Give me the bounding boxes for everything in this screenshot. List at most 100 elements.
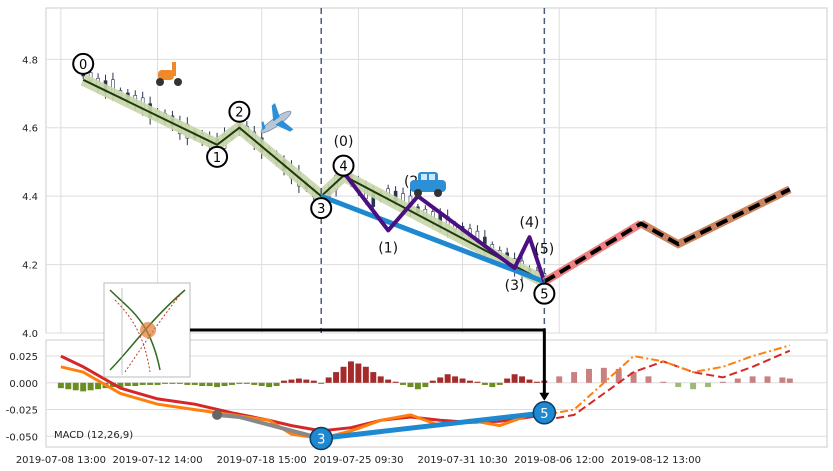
thumbnail-curve xyxy=(109,289,161,371)
macd-histogram-bar xyxy=(414,382,421,390)
macd-histogram-bar xyxy=(660,381,667,383)
macd-histogram-bar xyxy=(154,382,161,385)
macd-histogram-bar xyxy=(206,382,213,387)
macd-histogram-bar xyxy=(705,382,711,388)
macd-histogram-bar xyxy=(191,382,198,385)
wave-label-circle xyxy=(206,145,229,168)
macd-histogram-bar xyxy=(72,382,79,391)
macd-histogram-bar xyxy=(199,382,206,387)
macd-histogram-bar xyxy=(80,382,87,392)
macd-histogram-bar xyxy=(556,376,563,383)
macd-histogram-bar xyxy=(444,374,451,383)
thumbnail-blob xyxy=(140,322,156,338)
price-tick-label: 4.2 xyxy=(22,261,38,272)
macd-point-label: 3 xyxy=(317,432,325,447)
macd-histogram-bar xyxy=(243,382,250,384)
macd-histogram-bar xyxy=(258,382,265,387)
macd-point-circle xyxy=(532,401,557,425)
macd-histogram-bar xyxy=(362,366,369,383)
macd-histogram-bar xyxy=(496,382,503,385)
wave-label: 4 xyxy=(339,160,347,175)
macd-histogram-bar xyxy=(466,380,473,383)
macd-histogram-bar xyxy=(519,376,526,383)
wave-label-circle xyxy=(332,154,355,177)
macd-histogram-bar xyxy=(65,382,72,390)
subwave-label: (1) xyxy=(378,240,398,256)
macd-histogram-bar xyxy=(87,382,94,391)
wave-label-circle xyxy=(72,52,95,75)
airplane-icon xyxy=(260,103,294,134)
macd-label: MACD (12,26,9) xyxy=(54,430,133,441)
macd-histogram-bar xyxy=(571,372,578,383)
macd-histogram-bar xyxy=(407,382,414,388)
macd-histogram-bar xyxy=(273,382,280,387)
macd-histogram-bar xyxy=(221,382,228,387)
macd-projection xyxy=(544,344,791,416)
macd-tick-label: -0.025 xyxy=(6,406,38,417)
macd-histogram-bar xyxy=(303,379,310,383)
overlay xyxy=(103,282,550,401)
macd-histogram-bar xyxy=(251,382,258,385)
price-tick-label: 4.6 xyxy=(22,124,38,135)
macd-histogram-bar xyxy=(719,381,726,383)
macd-histogram-bar xyxy=(600,367,607,383)
subwave-line xyxy=(341,170,547,283)
macd-histogram-bar xyxy=(162,382,168,384)
wave-label: 5 xyxy=(540,288,548,303)
macd-tick-label: 0.025 xyxy=(9,352,38,363)
thumbnail-inset xyxy=(103,282,191,378)
x-tick-label: 2019-08-06 12:00 xyxy=(514,455,604,466)
connector-arrow xyxy=(539,392,550,401)
macd-histogram-bar xyxy=(57,382,64,389)
wave-label: 2 xyxy=(235,106,243,121)
macd-histogram-bar xyxy=(228,382,235,385)
macd-point-circle xyxy=(309,426,333,451)
macd-histogram-bar xyxy=(429,380,436,383)
macd-histogram-bar xyxy=(734,378,741,383)
x-tick-label: 2019-07-31 10:30 xyxy=(417,455,507,466)
macd-histogram-bar xyxy=(325,377,332,383)
macd-histogram-bar xyxy=(288,379,295,383)
macd-histogram-bar xyxy=(132,382,139,387)
wave-label-circle xyxy=(533,282,556,305)
macd-histogram-bar xyxy=(481,382,488,385)
macd-histogram-bar xyxy=(169,382,176,384)
macd-histogram-bar xyxy=(124,382,131,387)
macd-histogram-bar xyxy=(333,372,340,383)
macd-histogram-bar xyxy=(526,379,533,383)
wave-label: 1 xyxy=(213,151,221,166)
wave-label-circle xyxy=(310,197,333,220)
macd-histogram-bar xyxy=(452,376,459,383)
macd-histogram-bar xyxy=(489,382,496,388)
trend-line xyxy=(320,193,546,285)
macd-tick-label: -0.050 xyxy=(6,432,38,443)
macd-histogram-bar xyxy=(586,368,592,383)
macd-grey-line xyxy=(216,412,322,441)
subwave-label: (0) xyxy=(334,134,354,150)
macd-histogram-bar xyxy=(355,363,362,383)
macd-histogram-bar xyxy=(400,382,407,385)
macd-tick-label: 0.000 xyxy=(9,379,38,390)
subwave-label: (3) xyxy=(505,278,525,294)
x-tick-label: 2019-07-12 14:00 xyxy=(113,455,203,466)
macd-histogram-bar xyxy=(236,382,243,384)
macd-histogram-bar xyxy=(645,376,652,383)
projection-line xyxy=(543,187,791,284)
macd-histogram-bar xyxy=(385,379,392,383)
wave-line xyxy=(82,78,545,283)
price-tick-label: 4.0 xyxy=(22,329,38,340)
macd-histogram-bar xyxy=(779,377,786,383)
macd-histogram-bar xyxy=(318,382,325,384)
wave-label: 3 xyxy=(317,202,325,217)
macd-histogram-bar xyxy=(340,366,347,383)
x-tick-label: 2019-07-25 09:30 xyxy=(313,455,403,466)
macd-histogram-bar xyxy=(147,382,154,385)
car-icon xyxy=(410,172,446,197)
macd-histogram-bar xyxy=(310,380,317,383)
macd-histogram-bar xyxy=(533,381,540,383)
x-axis: 2019-07-08 13:00 2019-07-12 14:00 2019-07-… xyxy=(16,455,701,466)
macd-histogram-bar xyxy=(347,361,354,383)
macd-point-label: 5 xyxy=(540,407,548,422)
subwave-label: (4) xyxy=(520,215,540,231)
macd-histogram-bar xyxy=(786,378,793,383)
